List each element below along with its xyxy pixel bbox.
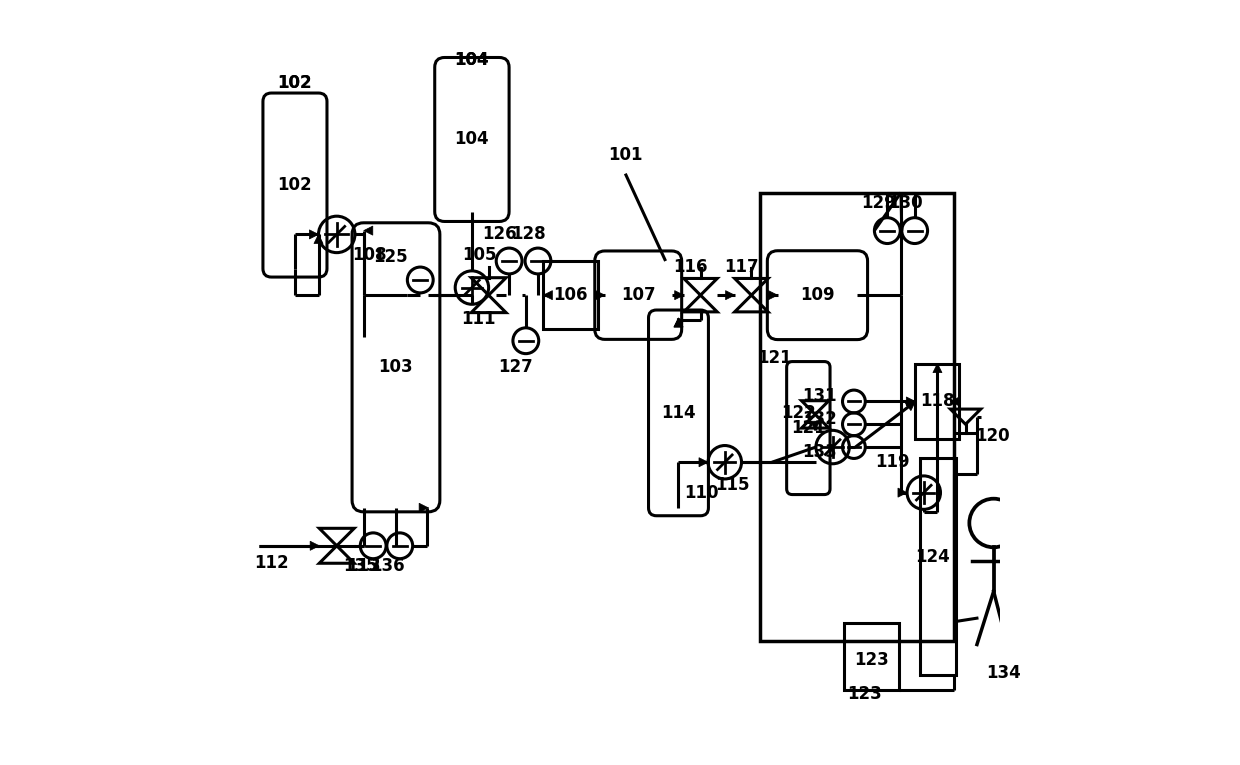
Text: 121: 121 [791,419,826,437]
Text: 130: 130 [888,194,923,211]
Bar [920,458,956,675]
Text: 104: 104 [455,131,490,148]
Text: 104: 104 [455,50,490,69]
Text: 114: 114 [661,404,696,422]
Text: 133: 133 [802,444,837,461]
Text: 115: 115 [715,476,749,494]
Text: 121: 121 [756,349,791,367]
Polygon shape [950,397,960,406]
Polygon shape [419,503,428,513]
Text: 104: 104 [455,50,490,69]
Polygon shape [725,291,734,300]
Text: 125: 125 [373,248,408,266]
Text: 102: 102 [278,73,312,92]
Text: 106: 106 [553,286,588,304]
Text: 113: 113 [347,557,381,575]
Polygon shape [673,318,683,327]
Polygon shape [310,230,319,239]
Text: 128: 128 [511,226,546,243]
Text: 122: 122 [781,404,816,422]
Text: 116: 116 [673,258,708,276]
Bar [543,261,598,330]
Text: 112: 112 [254,555,289,572]
Polygon shape [811,422,820,431]
Text: 119: 119 [875,453,910,471]
Polygon shape [906,397,915,406]
Bar [844,623,899,690]
Text: 102: 102 [278,73,312,92]
Text: 110: 110 [684,483,719,502]
Text: 129: 129 [861,194,895,211]
Text: 131: 131 [802,387,837,405]
Text: 135: 135 [343,557,378,575]
Text: 134: 134 [986,663,1021,682]
Text: 127: 127 [498,358,533,376]
Text: 123: 123 [854,651,889,669]
Text: 117: 117 [724,258,759,276]
Text: 124: 124 [915,549,950,566]
Polygon shape [898,488,908,497]
Polygon shape [363,226,373,235]
Text: 136: 136 [371,557,405,575]
Polygon shape [543,291,552,300]
Polygon shape [699,457,708,467]
Polygon shape [932,363,942,373]
Polygon shape [675,291,683,300]
Text: 118: 118 [920,392,955,411]
Text: 102: 102 [278,176,312,194]
Polygon shape [314,234,324,243]
Text: 109: 109 [800,286,835,304]
Text: 111: 111 [461,311,495,328]
Polygon shape [769,291,777,300]
Bar [760,193,954,641]
Text: 107: 107 [621,286,656,304]
Text: 120: 120 [976,427,1011,444]
Polygon shape [905,402,915,411]
Text: 101: 101 [608,145,642,164]
Text: 108: 108 [352,246,387,264]
Polygon shape [310,541,319,550]
Text: 126: 126 [482,226,517,243]
Text: 103: 103 [378,358,413,376]
Text: 123: 123 [847,685,882,703]
Polygon shape [673,318,683,327]
Text: 132: 132 [802,410,837,428]
Bar [915,363,960,439]
Polygon shape [595,291,605,300]
Text: 105: 105 [463,246,496,264]
